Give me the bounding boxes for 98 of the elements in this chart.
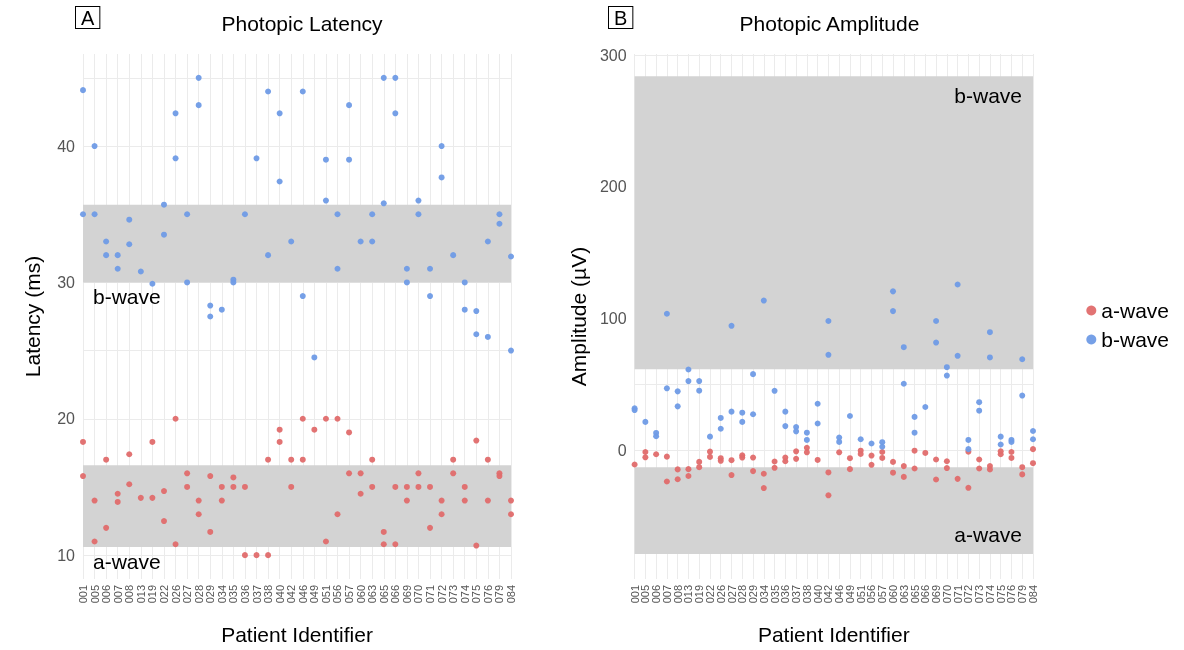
x-tick-label: 001 — [628, 585, 641, 604]
y-tick-label: 300 — [599, 46, 627, 64]
x-tick-label: 063 — [897, 585, 910, 604]
x-tick-label: 029 — [747, 585, 760, 604]
x-tick-label: 063 — [366, 585, 379, 604]
x-tick-label: 049 — [308, 585, 321, 604]
x-tick-label: 057 — [343, 585, 356, 604]
x-tick-label: 037 — [250, 585, 263, 604]
x-tick-label: 005 — [639, 585, 652, 604]
x-tick-label: 028 — [736, 585, 749, 604]
x-tick-label: 066 — [389, 585, 402, 604]
band-label: a-wave — [954, 523, 1022, 546]
x-tick-label: 035 — [227, 585, 240, 604]
y-tick-label: 0 — [617, 441, 627, 459]
x-tick-label: 034 — [757, 585, 770, 604]
x-tick-label: 022 — [703, 585, 716, 604]
x-tick-label: 071 — [951, 585, 964, 604]
x-tick-label: 040 — [273, 585, 286, 604]
x-tick-label: 066 — [919, 585, 932, 604]
x-tick-label: 008 — [671, 585, 684, 604]
x-tick-label: 070 — [940, 585, 953, 604]
x-tick-label: 040 — [811, 585, 824, 604]
x-tick-label: 073 — [447, 585, 460, 604]
y-axis-title: Amplitude (µV) — [567, 246, 590, 387]
x-tick-label: 007 — [111, 585, 124, 604]
x-tick-label: 051 — [319, 585, 332, 604]
legend-label: a-wave — [1101, 299, 1170, 322]
x-tick-label: 076 — [481, 585, 494, 604]
x-tick-label: 070 — [412, 585, 425, 604]
chart-title: Photopic Amplitude — [739, 12, 920, 35]
y-tick-label: 10 — [57, 546, 76, 564]
x-tick-label: 019 — [693, 585, 706, 604]
x-tick-label: 069 — [400, 585, 413, 604]
x-tick-label: 056 — [865, 585, 878, 604]
x-tick-label: 026 — [714, 585, 727, 604]
x-tick-label: 075 — [994, 585, 1007, 604]
x-tick-label: 065 — [908, 585, 921, 604]
x-axis-title: Patient Identifier — [757, 623, 910, 646]
x-tick-label: 037 — [790, 585, 803, 604]
x-tick-label: 049 — [843, 585, 856, 604]
y-tick-label: 100 — [599, 309, 627, 327]
x-tick-label: 046 — [296, 585, 309, 604]
x-tick-label: 071 — [424, 585, 437, 604]
x-tick-label: 051 — [854, 585, 867, 604]
x-tick-label: 038 — [800, 585, 813, 604]
x-tick-label: 038 — [262, 585, 275, 604]
y-tick-label: 20 — [57, 410, 76, 428]
x-tick-label: 013 — [134, 585, 147, 604]
x-tick-label: 056 — [331, 585, 344, 604]
x-tick-label: 035 — [768, 585, 781, 604]
legend-label: b-wave — [1101, 328, 1170, 351]
x-tick-label: 034 — [215, 585, 228, 604]
x-tick-label: 027 — [725, 585, 738, 604]
y-tick-label: 200 — [599, 178, 627, 196]
x-tick-label: 057 — [876, 585, 889, 604]
text: A — [81, 7, 95, 29]
y-tick-label: 30 — [57, 273, 76, 291]
x-tick-label: 084 — [505, 585, 517, 604]
x-tick-label: 027 — [181, 585, 194, 604]
x-tick-label: 060 — [354, 585, 367, 604]
x-tick-label: 042 — [285, 585, 298, 604]
x-tick-label: 022 — [157, 585, 170, 604]
x-tick-label: 001 — [77, 585, 89, 604]
x-tick-label: 026 — [169, 585, 182, 604]
x-tick-label: 074 — [458, 585, 471, 604]
x-tick-label: 074 — [983, 585, 996, 604]
x-tick-label: 036 — [238, 585, 251, 604]
x-tick-label: 007 — [660, 585, 673, 604]
x-tick-label: 076 — [1005, 585, 1018, 604]
x-tick-label: 006 — [100, 585, 113, 604]
x-tick-label: 072 — [435, 585, 448, 604]
chart-title: Photopic Latency — [221, 12, 384, 35]
x-tick-label: 013 — [682, 585, 695, 604]
band-label: b-wave — [93, 285, 161, 309]
x-tick-label: 073 — [973, 585, 986, 604]
x-tick-label: 005 — [88, 585, 101, 604]
x-tick-label: 065 — [377, 585, 390, 604]
y-tick-label: 40 — [57, 137, 76, 155]
x-tick-label: 069 — [930, 585, 943, 604]
x-tick-label: 029 — [204, 585, 217, 604]
x-tick-label: 079 — [1016, 585, 1029, 604]
y-axis-title: Latency (ms) — [21, 255, 44, 378]
x-tick-label: 008 — [123, 585, 136, 604]
x-tick-label: 060 — [887, 585, 900, 604]
x-tick-label: 084 — [1027, 585, 1039, 604]
band-label: a-wave — [93, 549, 161, 573]
x-tick-label: 046 — [833, 585, 846, 604]
x-axis-title: Patient Identifier — [221, 623, 373, 646]
x-tick-label: 079 — [493, 585, 506, 604]
band-label: b-wave — [954, 84, 1022, 108]
x-tick-label: 072 — [962, 585, 975, 604]
x-tick-label: 028 — [192, 585, 205, 604]
x-tick-label: 019 — [146, 585, 159, 604]
x-tick-label: 042 — [822, 585, 835, 604]
x-tick-label: 006 — [650, 585, 663, 604]
x-tick-label: 036 — [779, 585, 792, 604]
x-tick-label: 075 — [470, 585, 483, 604]
text: B — [614, 7, 628, 29]
